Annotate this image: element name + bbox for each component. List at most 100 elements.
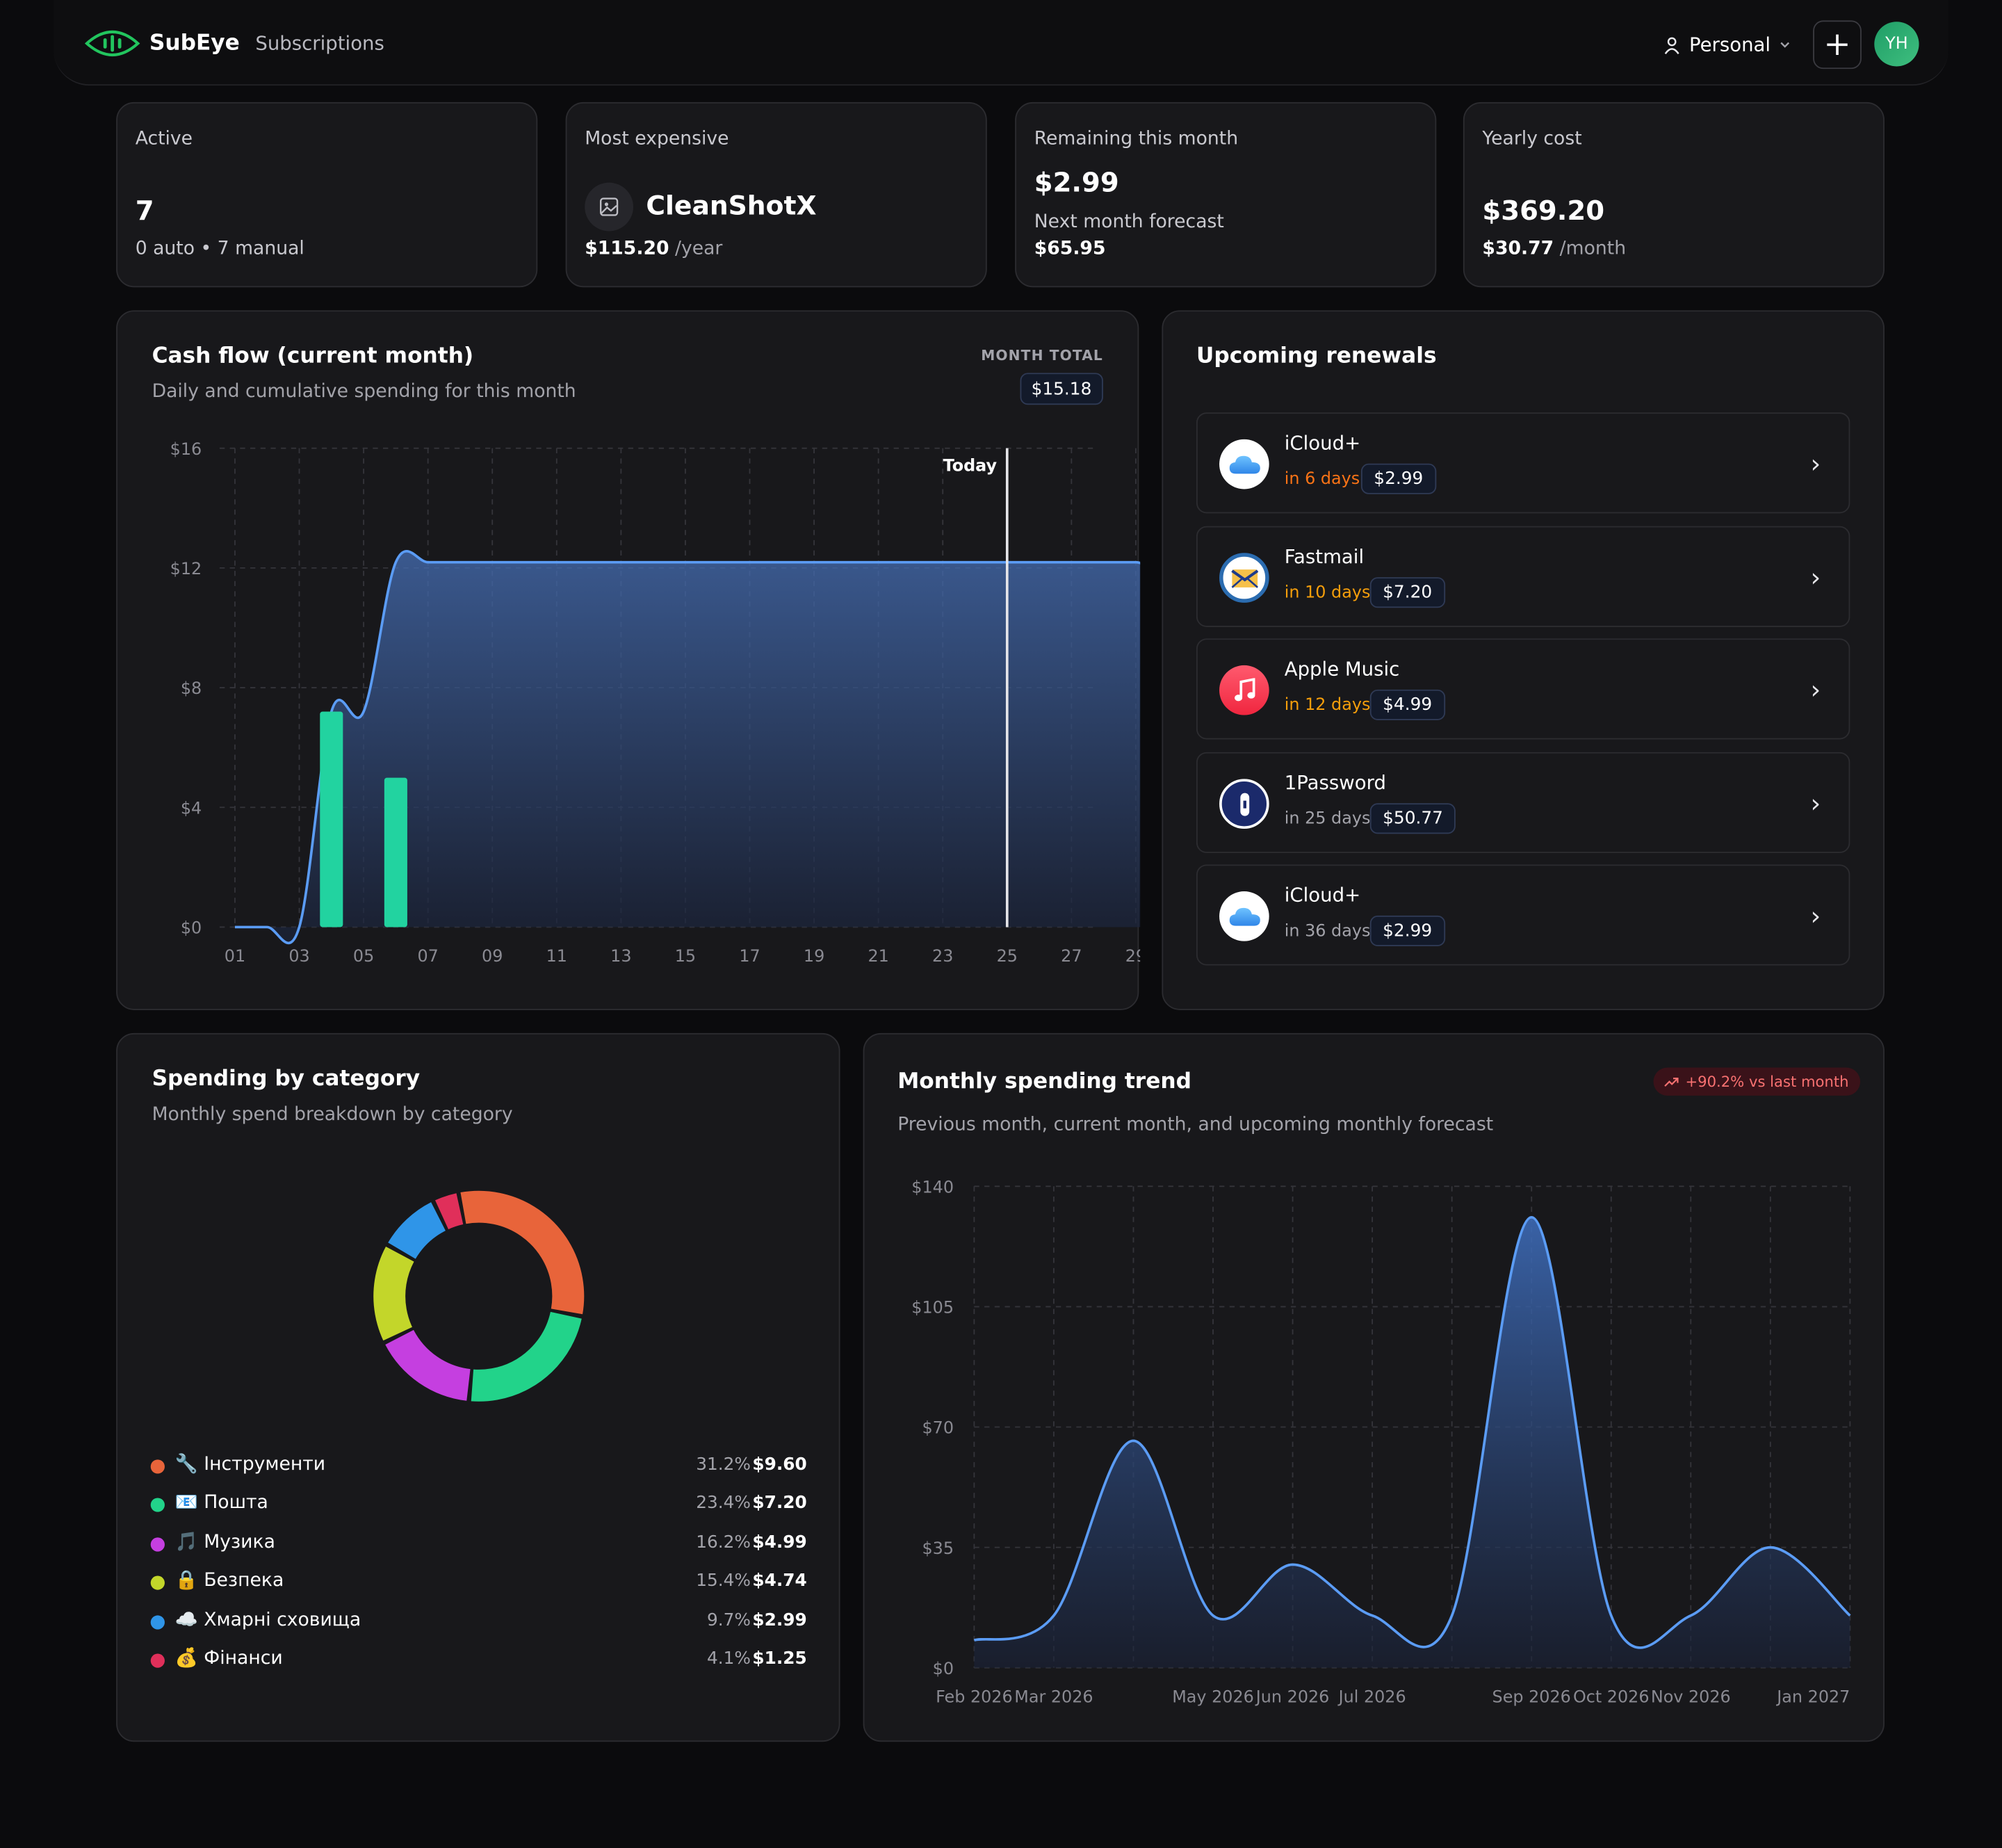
image-placeholder-icon bbox=[585, 182, 634, 232]
stat-value: $369.20 bbox=[1482, 195, 1605, 227]
legend-percent: 9.7% bbox=[706, 1610, 751, 1631]
legend-percent: 16.2% bbox=[696, 1532, 751, 1553]
legend-amount: $4.74 bbox=[752, 1571, 807, 1591]
renewals-card: Upcoming renewals iCloud+ in 6 days $2.9… bbox=[1162, 310, 1885, 1010]
renewal-due: in 25 days bbox=[1284, 809, 1371, 829]
x-tick-label: 07 bbox=[417, 946, 438, 966]
stat-value: 7 bbox=[135, 195, 154, 227]
x-tick-label: 13 bbox=[610, 946, 631, 966]
legend-amount: $2.99 bbox=[752, 1610, 807, 1631]
stat-value: $2.99 bbox=[1034, 167, 1119, 198]
renewal-due: in 12 days bbox=[1284, 696, 1371, 715]
music-note-icon: 🎵 bbox=[174, 1532, 198, 1553]
chevron-right-icon: › bbox=[1810, 448, 1821, 479]
cashflow-title: Cash flow (current month) bbox=[152, 343, 474, 369]
legend-amount: $7.20 bbox=[752, 1493, 807, 1514]
category-title: Spending by category bbox=[152, 1066, 421, 1092]
most-expensive-name: CleanShotX bbox=[646, 190, 817, 221]
y-tick-label: $4 bbox=[181, 798, 202, 818]
cloud-icon: ☁️ bbox=[174, 1610, 198, 1631]
add-subscription-button[interactable] bbox=[1813, 20, 1862, 70]
trend-subtitle: Previous month, current month, and upcom… bbox=[897, 1115, 1494, 1135]
donut-slice bbox=[373, 1190, 585, 1402]
chevron-right-icon: › bbox=[1810, 788, 1821, 819]
renewal-item[interactable]: iCloud+ in 6 days $2.99 › bbox=[1196, 412, 1850, 514]
category-subtitle: Monthly spend breakdown by category bbox=[152, 1104, 513, 1126]
legend-percent: 23.4% bbox=[696, 1493, 751, 1514]
nav-subscriptions[interactable]: Subscriptions bbox=[255, 31, 384, 55]
legend-label: Пошта bbox=[204, 1493, 268, 1514]
y-tick-label: $70 bbox=[922, 1418, 954, 1438]
x-tick-label: 15 bbox=[675, 946, 696, 966]
yearly-monthly: $30.77 /month bbox=[1482, 238, 1626, 259]
chevron-down-icon bbox=[1780, 42, 1789, 48]
legend-amount: $9.60 bbox=[752, 1454, 807, 1475]
cashflow-chart: $0 $4 $8 $12 $16 01 03 05 07 09 11 13 15 17 19 21 23 25 27… bbox=[170, 439, 1141, 966]
price-amount: $115.20 bbox=[585, 238, 669, 259]
account-switcher[interactable]: Personal bbox=[1662, 31, 1791, 58]
renewal-price: $4.99 bbox=[1369, 689, 1445, 720]
renewal-name: Apple Music bbox=[1284, 657, 1400, 681]
cashflow-subtitle: Daily and cumulative spending for this m… bbox=[152, 382, 576, 403]
renewal-due: in 10 days bbox=[1284, 583, 1371, 603]
most-expensive-price: $115.20 /year bbox=[585, 238, 722, 259]
plus-icon bbox=[1827, 34, 1848, 55]
trend-chart: $0 $35 $70 $105 $140 Feb 2026 Mar 2026 May 2026… bbox=[911, 1177, 1851, 1706]
legend-amount: $1.25 bbox=[752, 1648, 807, 1669]
renewals-title: Upcoming renewals bbox=[1196, 343, 1437, 369]
logo-eye-icon bbox=[84, 28, 140, 58]
legend-item: 🎵 Музика 16.2% $4.99 bbox=[150, 1530, 807, 1557]
monthly-period: /month bbox=[1559, 238, 1627, 259]
renewal-item[interactable]: Fastmail in 10 days $7.20 › bbox=[1196, 526, 1850, 627]
chevron-right-icon: › bbox=[1810, 562, 1821, 593]
x-tick-label: Oct 2026 bbox=[1573, 1687, 1650, 1706]
month-total-label: MONTH TOTAL bbox=[981, 347, 1103, 364]
legend-item: 💰 Фінанси 4.1% $1.25 bbox=[150, 1646, 807, 1674]
today-label: Today bbox=[943, 456, 998, 476]
y-tick-label: $16 bbox=[170, 439, 202, 459]
stat-card-remaining: Remaining this month $2.99 Next month fo… bbox=[1015, 102, 1437, 288]
x-tick-label: 01 bbox=[225, 946, 245, 966]
legend-item: 🔧 Інструменти 31.2% $9.60 bbox=[150, 1452, 807, 1480]
renewal-name: 1Password bbox=[1284, 771, 1386, 795]
wrench-icon: 🔧 bbox=[174, 1454, 198, 1475]
x-tick-label: Mar 2026 bbox=[1014, 1687, 1093, 1706]
x-tick-label: 17 bbox=[739, 946, 760, 966]
renewal-item[interactable]: 1Password in 25 days $50.77 › bbox=[1196, 752, 1850, 853]
x-tick-label: 21 bbox=[868, 946, 888, 966]
trend-line bbox=[973, 1215, 1851, 1649]
forecast-value: $65.95 bbox=[1034, 238, 1106, 259]
legend-item: 🔒 Безпека 15.4% $4.74 bbox=[150, 1568, 807, 1596]
y-tick-label: $140 bbox=[911, 1177, 954, 1197]
x-tick-label: May 2026 bbox=[1172, 1687, 1254, 1706]
renewal-due: in 36 days bbox=[1284, 922, 1371, 941]
stat-card-most-expensive: Most expensive CleanShotX $115.20 /year bbox=[565, 102, 987, 288]
renewal-item[interactable]: iCloud+ in 36 days $2.99 › bbox=[1196, 864, 1850, 966]
legend-percent: 4.1% bbox=[706, 1648, 751, 1669]
x-tick-label: 05 bbox=[353, 946, 374, 966]
legend-item: 📧 Пошта 23.4% $7.20 bbox=[150, 1490, 807, 1518]
x-tick-label: Sep 2026 bbox=[1492, 1687, 1571, 1706]
renewal-name: iCloud+ bbox=[1284, 883, 1361, 907]
y-tick-label: $0 bbox=[181, 918, 202, 938]
legend-percent: 15.4% bbox=[696, 1571, 751, 1591]
monthly-amount: $30.77 bbox=[1482, 238, 1554, 259]
legend-label: Фінанси bbox=[204, 1648, 283, 1669]
lock-icon: 🔒 bbox=[174, 1571, 198, 1591]
y-tick-label: $105 bbox=[911, 1298, 954, 1318]
music-note-icon bbox=[1219, 665, 1269, 715]
stat-label: Yearly cost bbox=[1482, 129, 1582, 149]
stat-label: Active bbox=[135, 129, 193, 149]
avatar[interactable]: YH bbox=[1874, 22, 1919, 67]
renewal-name: Fastmail bbox=[1284, 545, 1365, 569]
legend-dot bbox=[150, 1498, 165, 1512]
mail-icon bbox=[1219, 553, 1269, 603]
renewal-item[interactable]: Apple Music in 12 days $4.99 › bbox=[1196, 638, 1850, 740]
category-card: Spending by category Monthly spend break… bbox=[116, 1032, 840, 1742]
x-tick-label: Nov 2026 bbox=[1651, 1687, 1731, 1706]
x-tick-label: 19 bbox=[804, 946, 824, 966]
trend-title: Monthly spending trend bbox=[897, 1069, 1191, 1095]
legend-dot bbox=[150, 1653, 165, 1668]
legend-dot bbox=[150, 1615, 165, 1630]
brand-name[interactable]: SubEye bbox=[149, 31, 240, 56]
